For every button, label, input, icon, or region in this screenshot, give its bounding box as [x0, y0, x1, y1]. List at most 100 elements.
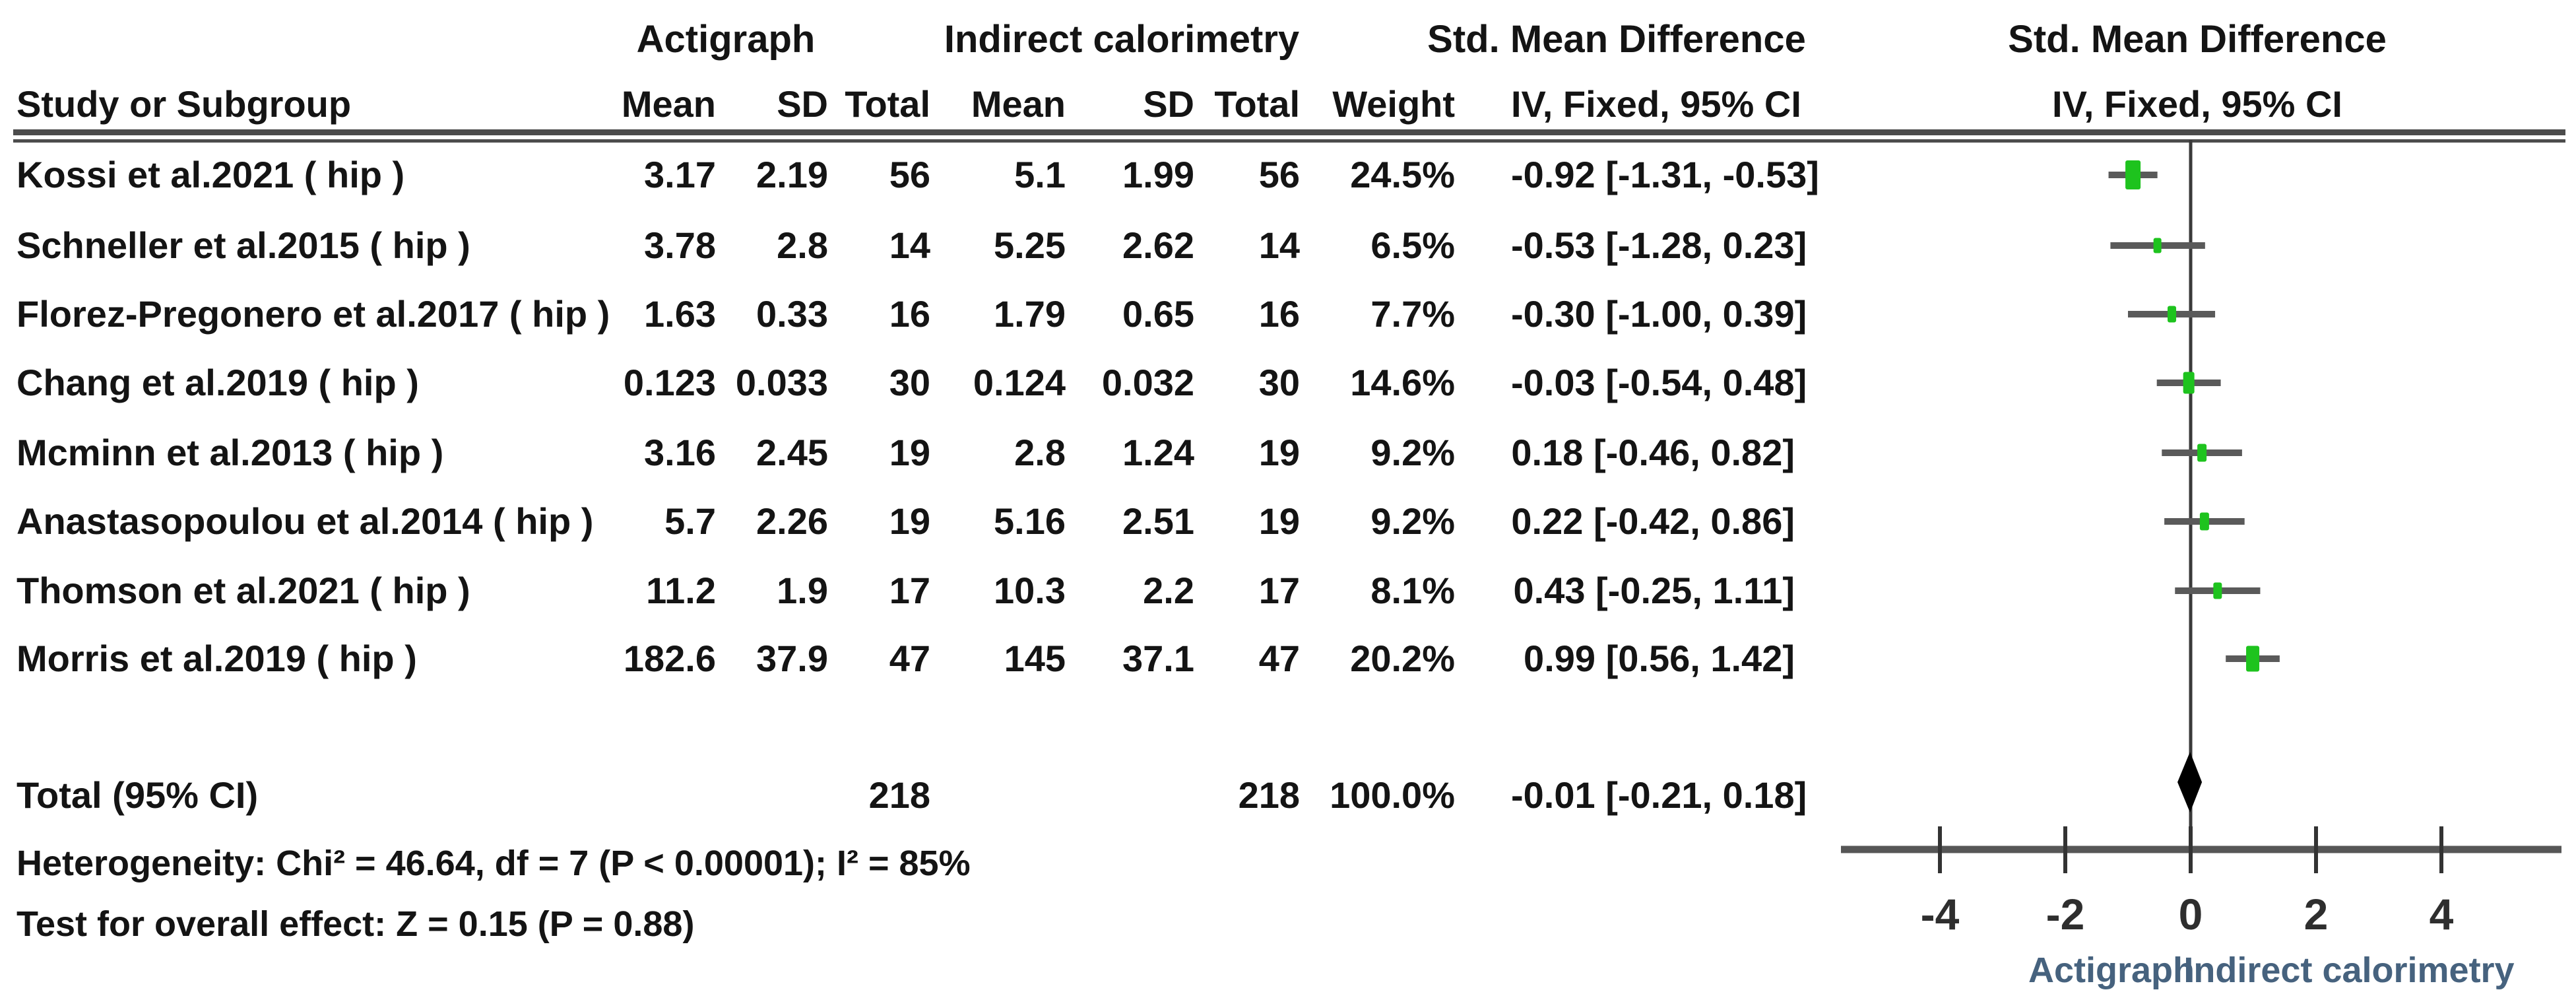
actigraph-total: 19	[889, 432, 930, 473]
col-header-mean-ctrl: Mean	[971, 83, 1066, 125]
header-rule	[13, 129, 2565, 143]
actigraph-total: 16	[889, 293, 930, 335]
actigraph-sd: 2.26	[756, 500, 828, 542]
weight-value: 9.2%	[1370, 500, 1455, 542]
actigraph-total: 47	[889, 638, 930, 679]
control-total: 47	[1258, 638, 1300, 679]
smd-ci-text: 0.22 [-0.42, 0.86]	[1511, 500, 1795, 542]
smd-ci-text: -0.30 [-1.00, 0.39]	[1511, 293, 1807, 335]
study-name: Morris et al.2019 ( hip )	[16, 638, 417, 679]
actigraph-sd: 37.9	[756, 638, 828, 679]
control-total: 19	[1258, 432, 1300, 473]
actigraph-sd: 0.33	[756, 293, 828, 335]
total-label: Total (95% CI)	[16, 774, 259, 816]
study-name: Kossi et al.2021 ( hip )	[16, 154, 405, 195]
control-mean: 5.16	[994, 500, 1066, 542]
actigraph-sd: 0.033	[735, 362, 828, 403]
col-header-ci-table: IV, Fixed, 95% CI	[1511, 83, 1801, 125]
effect-marker	[2125, 160, 2141, 189]
control-mean: 5.1	[1014, 154, 1066, 195]
smd-ci-text: -0.92 [-1.31, -0.53]	[1511, 154, 1819, 195]
total-n-ctrl: 218	[1238, 774, 1300, 816]
weight-value: 24.5%	[1350, 154, 1455, 195]
actigraph-sd: 2.19	[756, 154, 828, 195]
actigraph-total: 56	[889, 154, 930, 195]
control-total: 19	[1258, 500, 1300, 542]
control-mean: 2.8	[1014, 432, 1066, 473]
actigraph-total: 19	[889, 500, 930, 542]
study-name: Anastasopoulou et al.2014 ( hip )	[16, 500, 594, 542]
control-mean: 145	[1004, 638, 1066, 679]
control-mean: 10.3	[994, 570, 1066, 611]
effect-marker	[2183, 372, 2195, 394]
actigraph-total: 14	[889, 224, 930, 266]
overall-effect-text: Test for overall effect: Z = 0.15 (P = 0…	[16, 904, 695, 944]
control-sd: 0.65	[1122, 293, 1194, 335]
col-header-study: Study or Subgroup	[16, 83, 352, 125]
tick-label: -4	[1921, 890, 1960, 939]
tick-label: 0	[2179, 890, 2203, 939]
study-name: Florez-Pregonero et al.2017 ( hip )	[16, 293, 610, 335]
weight-value: 6.5%	[1370, 224, 1455, 266]
control-total: 17	[1258, 570, 1300, 611]
weight-value: 9.2%	[1370, 432, 1455, 473]
heterogeneity-text: Heterogeneity: Chi² = 46.64, df = 7 (P <…	[16, 844, 971, 883]
col-header-total-exp: Total	[845, 83, 930, 125]
effect-marker	[2246, 646, 2260, 672]
weight-value: 7.7%	[1370, 293, 1455, 335]
smd-ci-text: 0.43 [-0.25, 1.11]	[1513, 570, 1795, 611]
weight-value: 14.6%	[1350, 362, 1455, 403]
total-diamond	[2177, 752, 2203, 813]
control-mean: 5.25	[994, 224, 1066, 266]
control-sd: 1.24	[1122, 432, 1194, 473]
total-ci-text: -0.01 [-0.21, 0.18]	[1511, 774, 1807, 816]
control-sd: 2.62	[1122, 224, 1194, 266]
favors-left-caption: Actigraph	[2028, 950, 2195, 990]
control-total: 16	[1258, 293, 1300, 335]
smd-ci-text: 0.99 [0.56, 1.42]	[1524, 638, 1795, 679]
effect-marker	[2168, 306, 2176, 323]
actigraph-mean: 3.78	[644, 224, 716, 266]
smd-ci-text: -0.53 [-1.28, 0.23]	[1511, 224, 1807, 266]
control-mean: 1.79	[994, 293, 1066, 335]
control-sd: 2.2	[1143, 570, 1194, 611]
col-header-ci-plot: IV, Fixed, 95% CI	[2052, 83, 2342, 125]
col-header-mean-exp: Mean	[621, 83, 716, 125]
study-name: Chang et al.2019 ( hip )	[16, 362, 419, 403]
effect-marker	[2197, 444, 2207, 462]
actigraph-mean: 3.17	[644, 154, 716, 195]
weight-value: 20.2%	[1350, 638, 1455, 679]
total-n-exp: 218	[868, 774, 930, 816]
control-sd: 2.51	[1122, 500, 1194, 542]
group-header-actigraph: Actigraph	[636, 18, 816, 61]
favors-right-caption: Indirect calorimetry	[2183, 950, 2515, 990]
control-mean: 0.124	[973, 362, 1066, 403]
effect-marker	[2153, 238, 2162, 253]
group-header-indirect-calorimetry: Indirect calorimetry	[944, 18, 1300, 61]
control-sd: 0.032	[1101, 362, 1194, 403]
actigraph-mean: 5.7	[664, 500, 716, 542]
control-sd: 1.99	[1122, 154, 1194, 195]
actigraph-sd: 2.45	[756, 432, 828, 473]
study-name: Mcminn et al.2013 ( hip )	[16, 432, 444, 473]
study-name: Schneller et al.2015 ( hip )	[16, 224, 470, 266]
actigraph-mean: 1.63	[644, 293, 716, 335]
effect-marker	[2199, 512, 2209, 531]
actigraph-mean: 3.16	[644, 432, 716, 473]
actigraph-total: 17	[889, 570, 930, 611]
control-total: 56	[1258, 154, 1300, 195]
group-header-smd-table: Std. Mean Difference	[1427, 18, 1806, 61]
col-header-sd-ctrl: SD	[1143, 83, 1194, 125]
col-header-weight: Weight	[1332, 83, 1455, 125]
control-total: 14	[1258, 224, 1300, 266]
group-header-smd-plot: Std. Mean Difference	[2008, 18, 2387, 61]
actigraph-mean: 0.123	[623, 362, 716, 403]
actigraph-sd: 2.8	[777, 224, 828, 266]
effect-marker	[2213, 582, 2222, 599]
actigraph-mean: 11.2	[646, 570, 716, 611]
total-weight: 100.0%	[1330, 774, 1455, 816]
actigraph-mean: 182.6	[623, 638, 716, 679]
control-total: 30	[1258, 362, 1300, 403]
